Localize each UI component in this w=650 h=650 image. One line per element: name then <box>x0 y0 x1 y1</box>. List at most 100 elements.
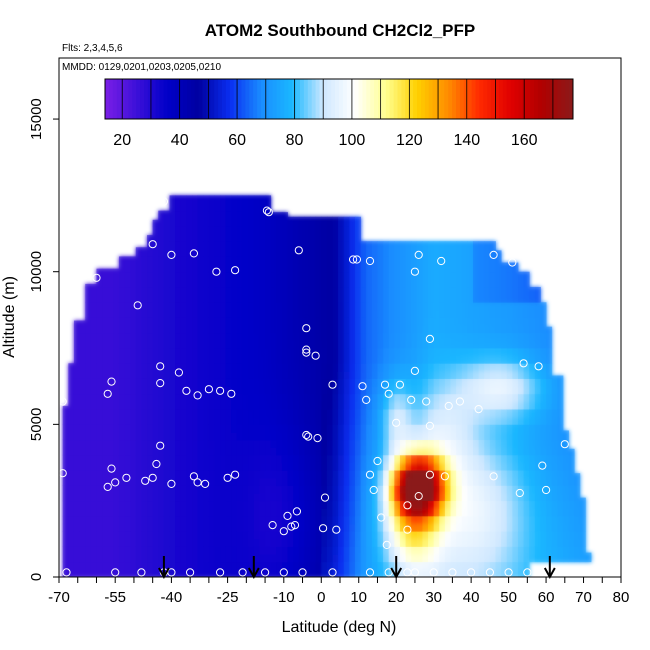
heatmap-cell <box>214 393 221 410</box>
heatmap-cell <box>220 317 227 334</box>
heatmap-cell <box>85 363 92 379</box>
heatmap-cell <box>186 561 193 577</box>
heatmap-cell <box>192 439 199 456</box>
heatmap-cell <box>102 348 109 364</box>
heatmap-cell <box>175 256 182 273</box>
heatmap-cell <box>197 561 204 577</box>
heatmap-cell <box>293 241 300 257</box>
heatmap-cell <box>175 302 182 318</box>
heatmap-cell <box>225 378 232 395</box>
heatmap-cell <box>90 378 97 395</box>
heatmap-cell <box>220 561 227 577</box>
heatmap-cell <box>253 454 260 471</box>
heatmap-cell <box>107 317 114 334</box>
heatmap-cell <box>310 439 317 456</box>
heatmap-cell <box>152 332 159 349</box>
heatmap-cell <box>141 271 148 288</box>
heatmap-cell <box>152 241 159 257</box>
heatmap-cell <box>107 393 114 410</box>
heatmap-cell <box>186 515 193 532</box>
heatmap-cell <box>118 470 125 486</box>
heatmap-cell <box>208 317 215 334</box>
heatmap-cell <box>124 454 131 471</box>
heatmap-cell <box>79 320 86 334</box>
heatmap-cell <box>124 470 131 486</box>
heatmap-cell <box>281 546 288 563</box>
heatmap-cell <box>220 286 227 303</box>
heatmap-cell <box>253 500 260 517</box>
heatmap-cell <box>73 363 81 379</box>
heatmap-cell <box>281 348 288 364</box>
heatmap-cell <box>276 546 283 563</box>
heatmap-cell <box>175 424 182 441</box>
heatmap-cell <box>135 302 142 318</box>
heatmap-cell <box>158 515 165 532</box>
heatmap-cell <box>270 393 277 410</box>
heatmap-cell <box>248 393 255 410</box>
heatmap-cell <box>163 271 170 288</box>
heatmap-cell <box>124 271 131 288</box>
heatmap-cell <box>270 409 277 425</box>
heatmap-cell <box>147 500 154 517</box>
heatmap-cell <box>130 409 137 425</box>
heatmap-cell <box>287 424 294 441</box>
heatmap-cell <box>158 393 165 410</box>
heatmap-cell <box>135 271 142 288</box>
heatmap-cell <box>203 515 210 532</box>
heatmap-cell <box>265 546 272 563</box>
heatmap-cell <box>96 286 103 303</box>
heatmap-cell <box>124 515 131 532</box>
heatmap-cell <box>281 454 288 471</box>
heatmap-cell <box>186 286 193 303</box>
heatmap-cell <box>141 546 148 563</box>
heatmap-cell <box>236 454 243 471</box>
heatmap-cell <box>197 424 204 441</box>
heatmap-cell <box>113 378 120 395</box>
heatmap-cell <box>203 546 210 563</box>
heatmap-cell <box>180 256 187 273</box>
heatmap-cell <box>197 546 204 563</box>
heatmap-cell <box>253 515 260 532</box>
heatmap-cell <box>293 393 300 410</box>
heatmap-cell <box>192 363 199 379</box>
heatmap-cell <box>310 500 317 517</box>
heatmap-cell <box>163 439 170 456</box>
heatmap-cell <box>147 424 154 441</box>
heatmap-cell <box>68 454 75 471</box>
heatmap-cell <box>236 439 243 456</box>
heatmap-cell <box>265 256 272 273</box>
heatmap-cell <box>304 515 311 532</box>
heatmap-cell <box>186 363 193 379</box>
heatmap-cell <box>158 256 165 273</box>
heatmap-cell <box>304 393 311 410</box>
heatmap-cell <box>147 317 154 334</box>
heatmap-cell <box>180 332 187 349</box>
heatmap-cell <box>113 454 120 471</box>
heatmap-cell <box>298 302 305 318</box>
heatmap-cell <box>152 302 159 318</box>
heatmap-cell <box>135 332 142 349</box>
heatmap-cell <box>62 500 69 517</box>
heatmap-cell <box>163 256 170 273</box>
heatmap-cell <box>158 225 165 242</box>
heatmap-cell <box>197 500 204 517</box>
heatmap-cell <box>102 485 109 502</box>
heatmap-cell <box>152 500 159 517</box>
heatmap-cell <box>141 317 148 334</box>
heatmap-cell <box>248 439 255 456</box>
heatmap-cell <box>208 409 215 425</box>
heatmap-cell <box>68 378 75 395</box>
heatmap-cell <box>163 561 170 577</box>
heatmap-cell <box>152 561 159 577</box>
heatmap-cell <box>79 515 86 532</box>
heatmap-cell <box>248 317 255 334</box>
heatmap-cell <box>163 470 170 486</box>
heatmap-cell <box>276 515 283 532</box>
heatmap-cell <box>287 470 294 486</box>
heatmap-cell <box>180 561 187 577</box>
heatmap-cell <box>242 241 249 257</box>
heatmap-cell <box>293 424 300 441</box>
heatmap-cell <box>62 406 69 410</box>
heatmap-cell <box>225 286 232 303</box>
heatmap-cell <box>220 210 227 227</box>
